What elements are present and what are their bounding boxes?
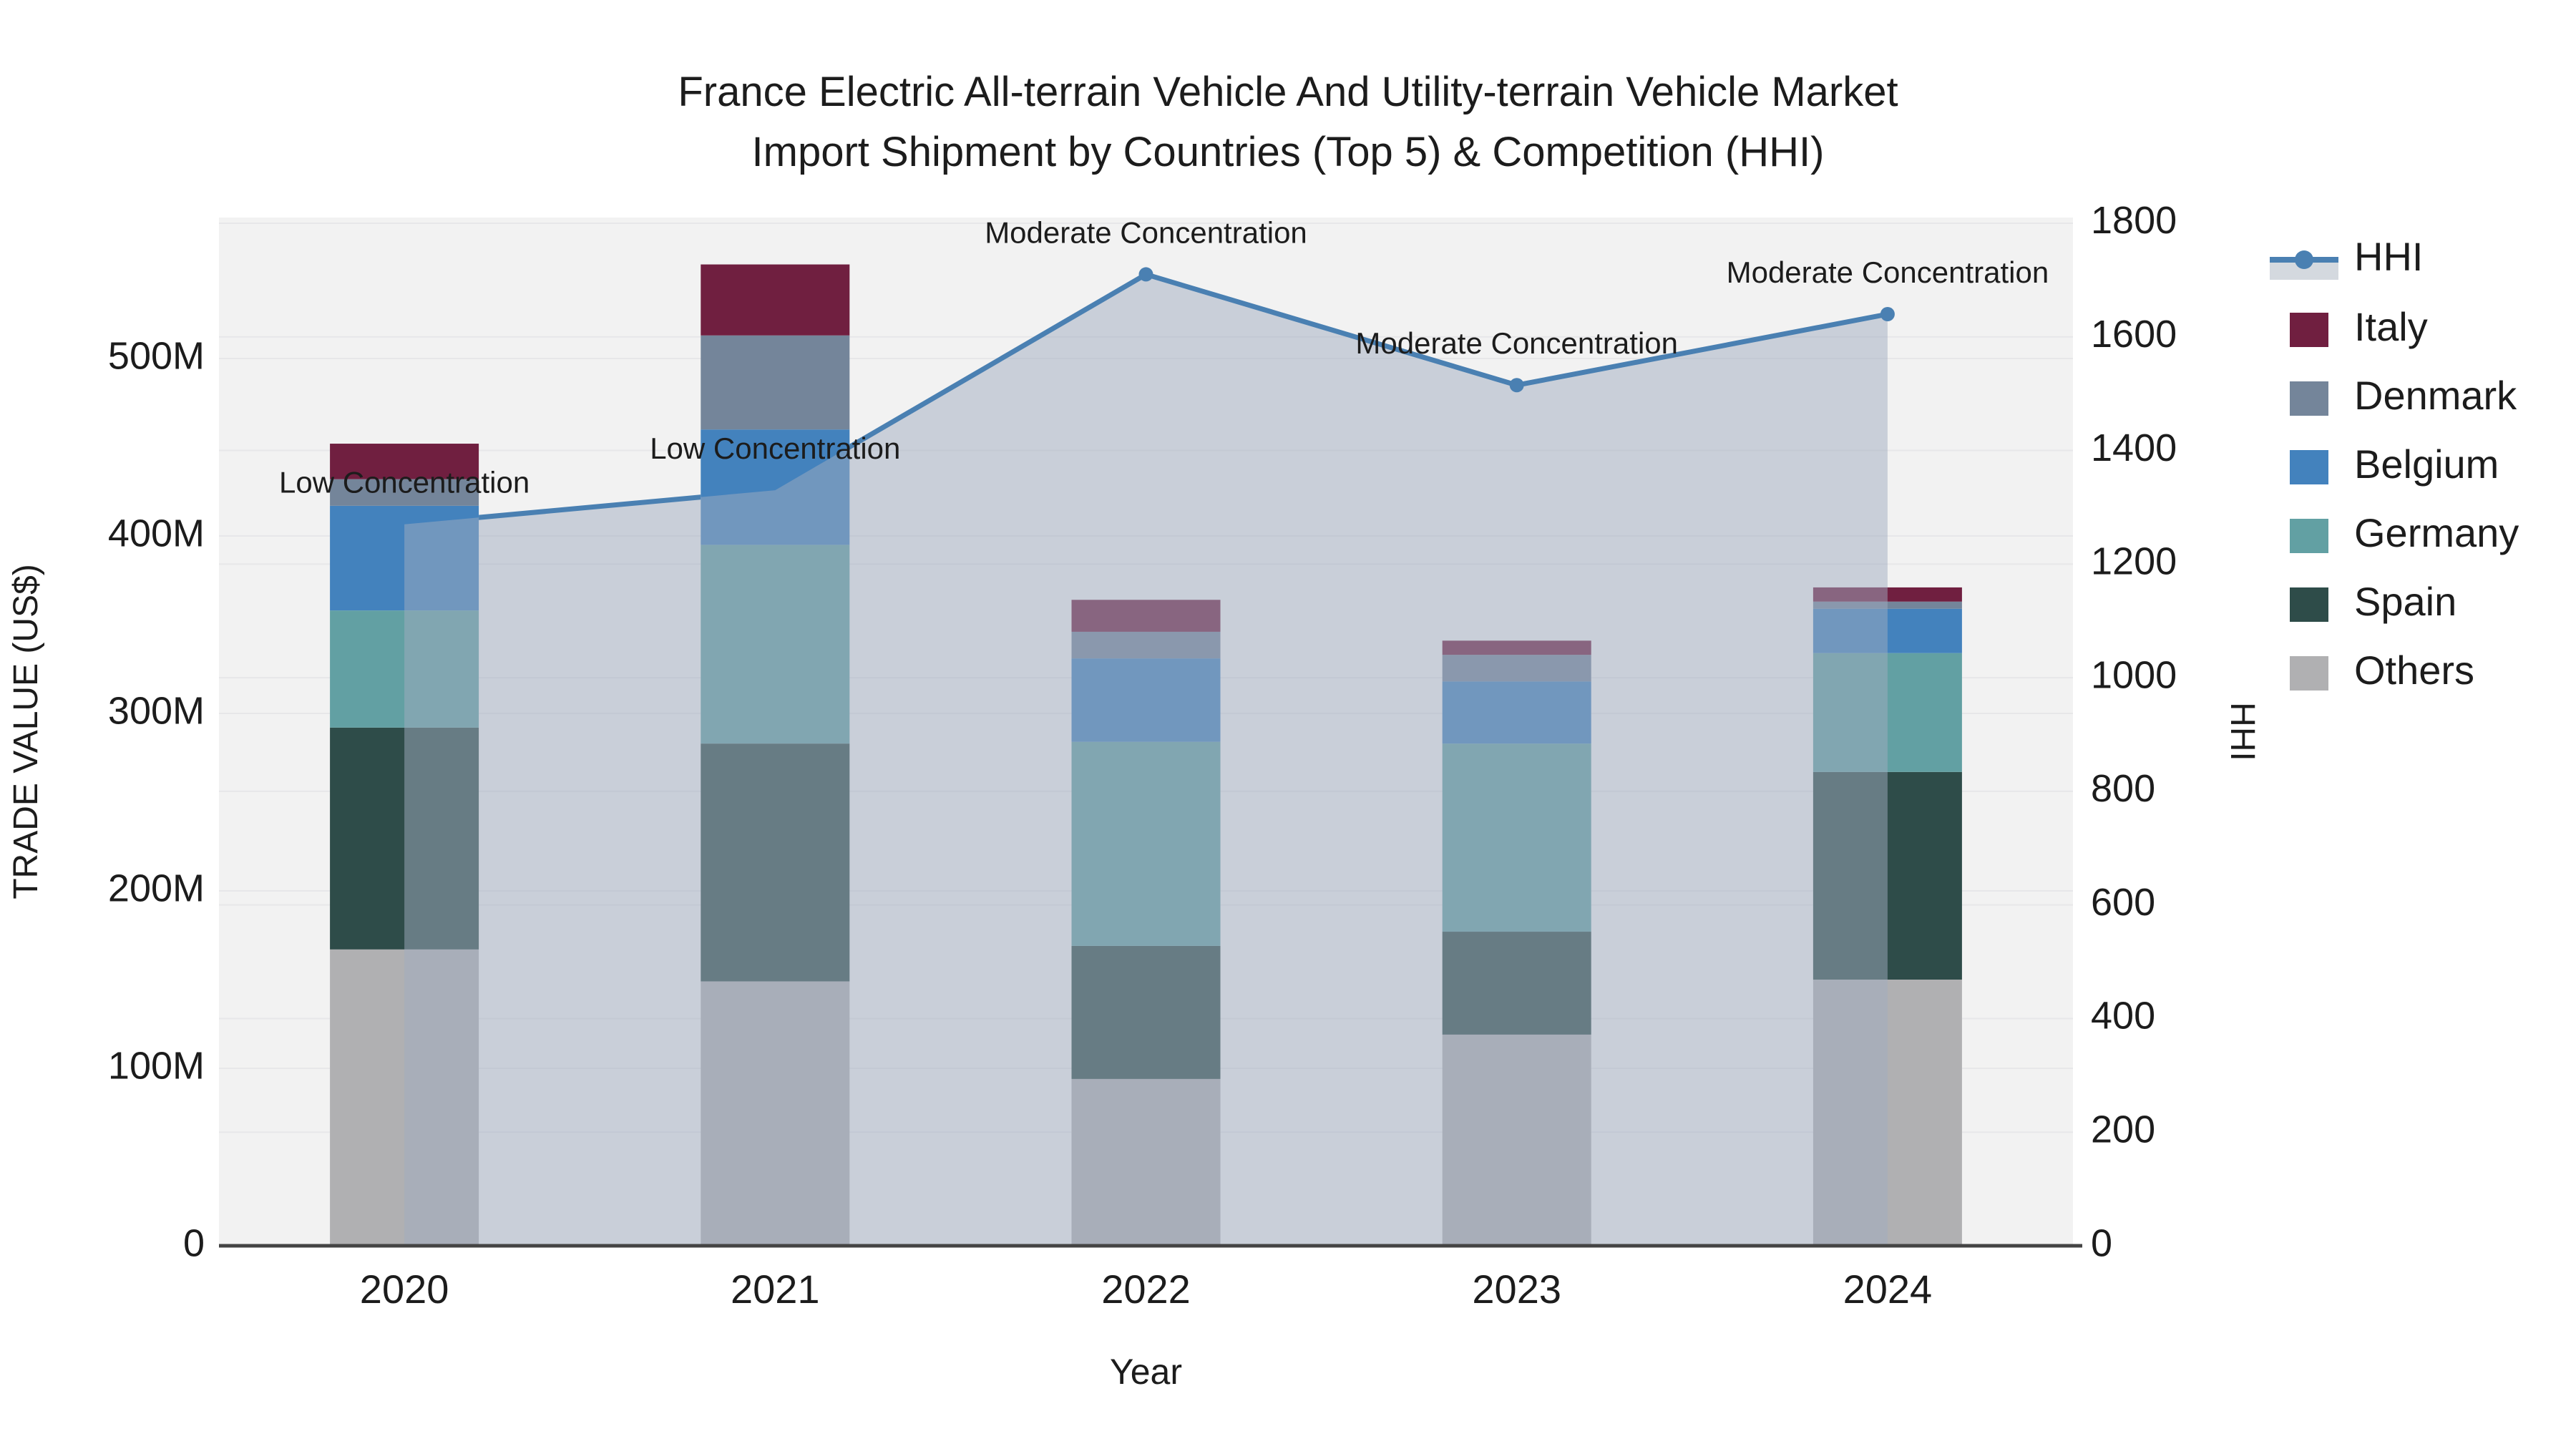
y-right-tick: 800	[2091, 767, 2155, 810]
hhi-marker-2020[interactable]	[397, 517, 412, 532]
bar-segment-denmark-2021[interactable]	[701, 335, 850, 430]
y-left-axis-title: TRADE VALUE (US$)	[7, 564, 45, 899]
legend-item-hhi[interactable]: HHI	[2270, 234, 2423, 280]
y-right-tick: 1600	[2091, 313, 2177, 356]
y-left-tick: 500M	[108, 334, 205, 377]
y-left-tick: 0	[183, 1221, 205, 1264]
legend-swatch-belgium	[2290, 450, 2328, 484]
legend-item-spain[interactable]: Spain	[2290, 579, 2457, 624]
y-right-tick: 1800	[2091, 199, 2177, 242]
legend-label: Italy	[2354, 304, 2428, 349]
hhi-line-group	[397, 267, 1895, 532]
chart-title-line2: Import Shipment by Countries (Top 5) & C…	[752, 129, 1825, 175]
legend: HHI Italy Denmark Belgium Germany Spain Others	[2270, 234, 2519, 693]
legend-swatch-italy	[2290, 313, 2328, 347]
legend-item-germany[interactable]: Germany	[2290, 510, 2519, 555]
hhi-marker-2024[interactable]	[1880, 307, 1895, 322]
y-right-tick: 1000	[2091, 653, 2177, 696]
y-right-tick: 1400	[2091, 426, 2177, 469]
y-right-tick: 200	[2091, 1108, 2155, 1151]
legend-label: Denmark	[2354, 373, 2517, 418]
legend-swatch-germany	[2290, 519, 2328, 553]
bar-segment-italy-2021[interactable]	[701, 264, 850, 336]
x-axis-title: Year	[1110, 1352, 1182, 1392]
legend-item-others[interactable]: Others	[2290, 648, 2474, 693]
y-left-tick: 100M	[108, 1044, 205, 1087]
bar-segment-italy-2020[interactable]	[330, 444, 479, 479]
x-tick-2021: 2021	[731, 1267, 820, 1312]
x-tick-2020: 2020	[360, 1267, 449, 1312]
legend-swatch-others	[2290, 656, 2328, 691]
y-left-tick: 200M	[108, 867, 205, 909]
legend-item-belgium[interactable]: Belgium	[2290, 441, 2499, 487]
legend-label: Germany	[2354, 510, 2519, 555]
legend-swatch-denmark	[2290, 381, 2328, 416]
hhi-marker-2022[interactable]	[1138, 267, 1153, 282]
hhi-marker-2023[interactable]	[1509, 378, 1524, 393]
hhi-marker-2021[interactable]	[768, 483, 783, 498]
legend-label: Belgium	[2354, 441, 2499, 487]
hhi-area-fill	[404, 274, 1888, 1246]
y-right-tick: 0	[2091, 1221, 2112, 1264]
annotation-2022: Moderate Concentration	[985, 215, 1307, 249]
x-tick-2024: 2024	[1843, 1267, 1933, 1312]
legend-label: HHI	[2354, 234, 2423, 279]
annotation-2020: Low Concentration	[279, 466, 530, 499]
y-right-tick: 600	[2091, 881, 2155, 924]
annotation-2024: Moderate Concentration	[1727, 255, 2049, 289]
legend-hhi-marker-icon	[2295, 250, 2313, 269]
bar-segment-denmark-2020[interactable]	[330, 479, 479, 506]
annotation-2021: Low Concentration	[650, 431, 900, 465]
legend-label: Spain	[2354, 579, 2457, 624]
y-right-tick: 1200	[2091, 540, 2177, 583]
y-left-tick: 400M	[108, 512, 205, 555]
x-tick-2023: 2023	[1472, 1267, 1561, 1312]
x-tick-2022: 2022	[1101, 1267, 1191, 1312]
legend-label: Others	[2354, 648, 2474, 693]
y-left-tick: 300M	[108, 689, 205, 732]
legend-swatch-spain	[2290, 587, 2328, 622]
legend-item-denmark[interactable]: Denmark	[2290, 373, 2517, 418]
legend-item-italy[interactable]: Italy	[2290, 304, 2428, 349]
y-right-tick: 400	[2091, 995, 2155, 1038]
annotation-2023: Moderate Concentration	[1355, 326, 1678, 360]
chart-title-line1: France Electric All-terrain Vehicle And …	[678, 69, 1898, 115]
y-right-axis-title: HHI	[2223, 702, 2261, 761]
